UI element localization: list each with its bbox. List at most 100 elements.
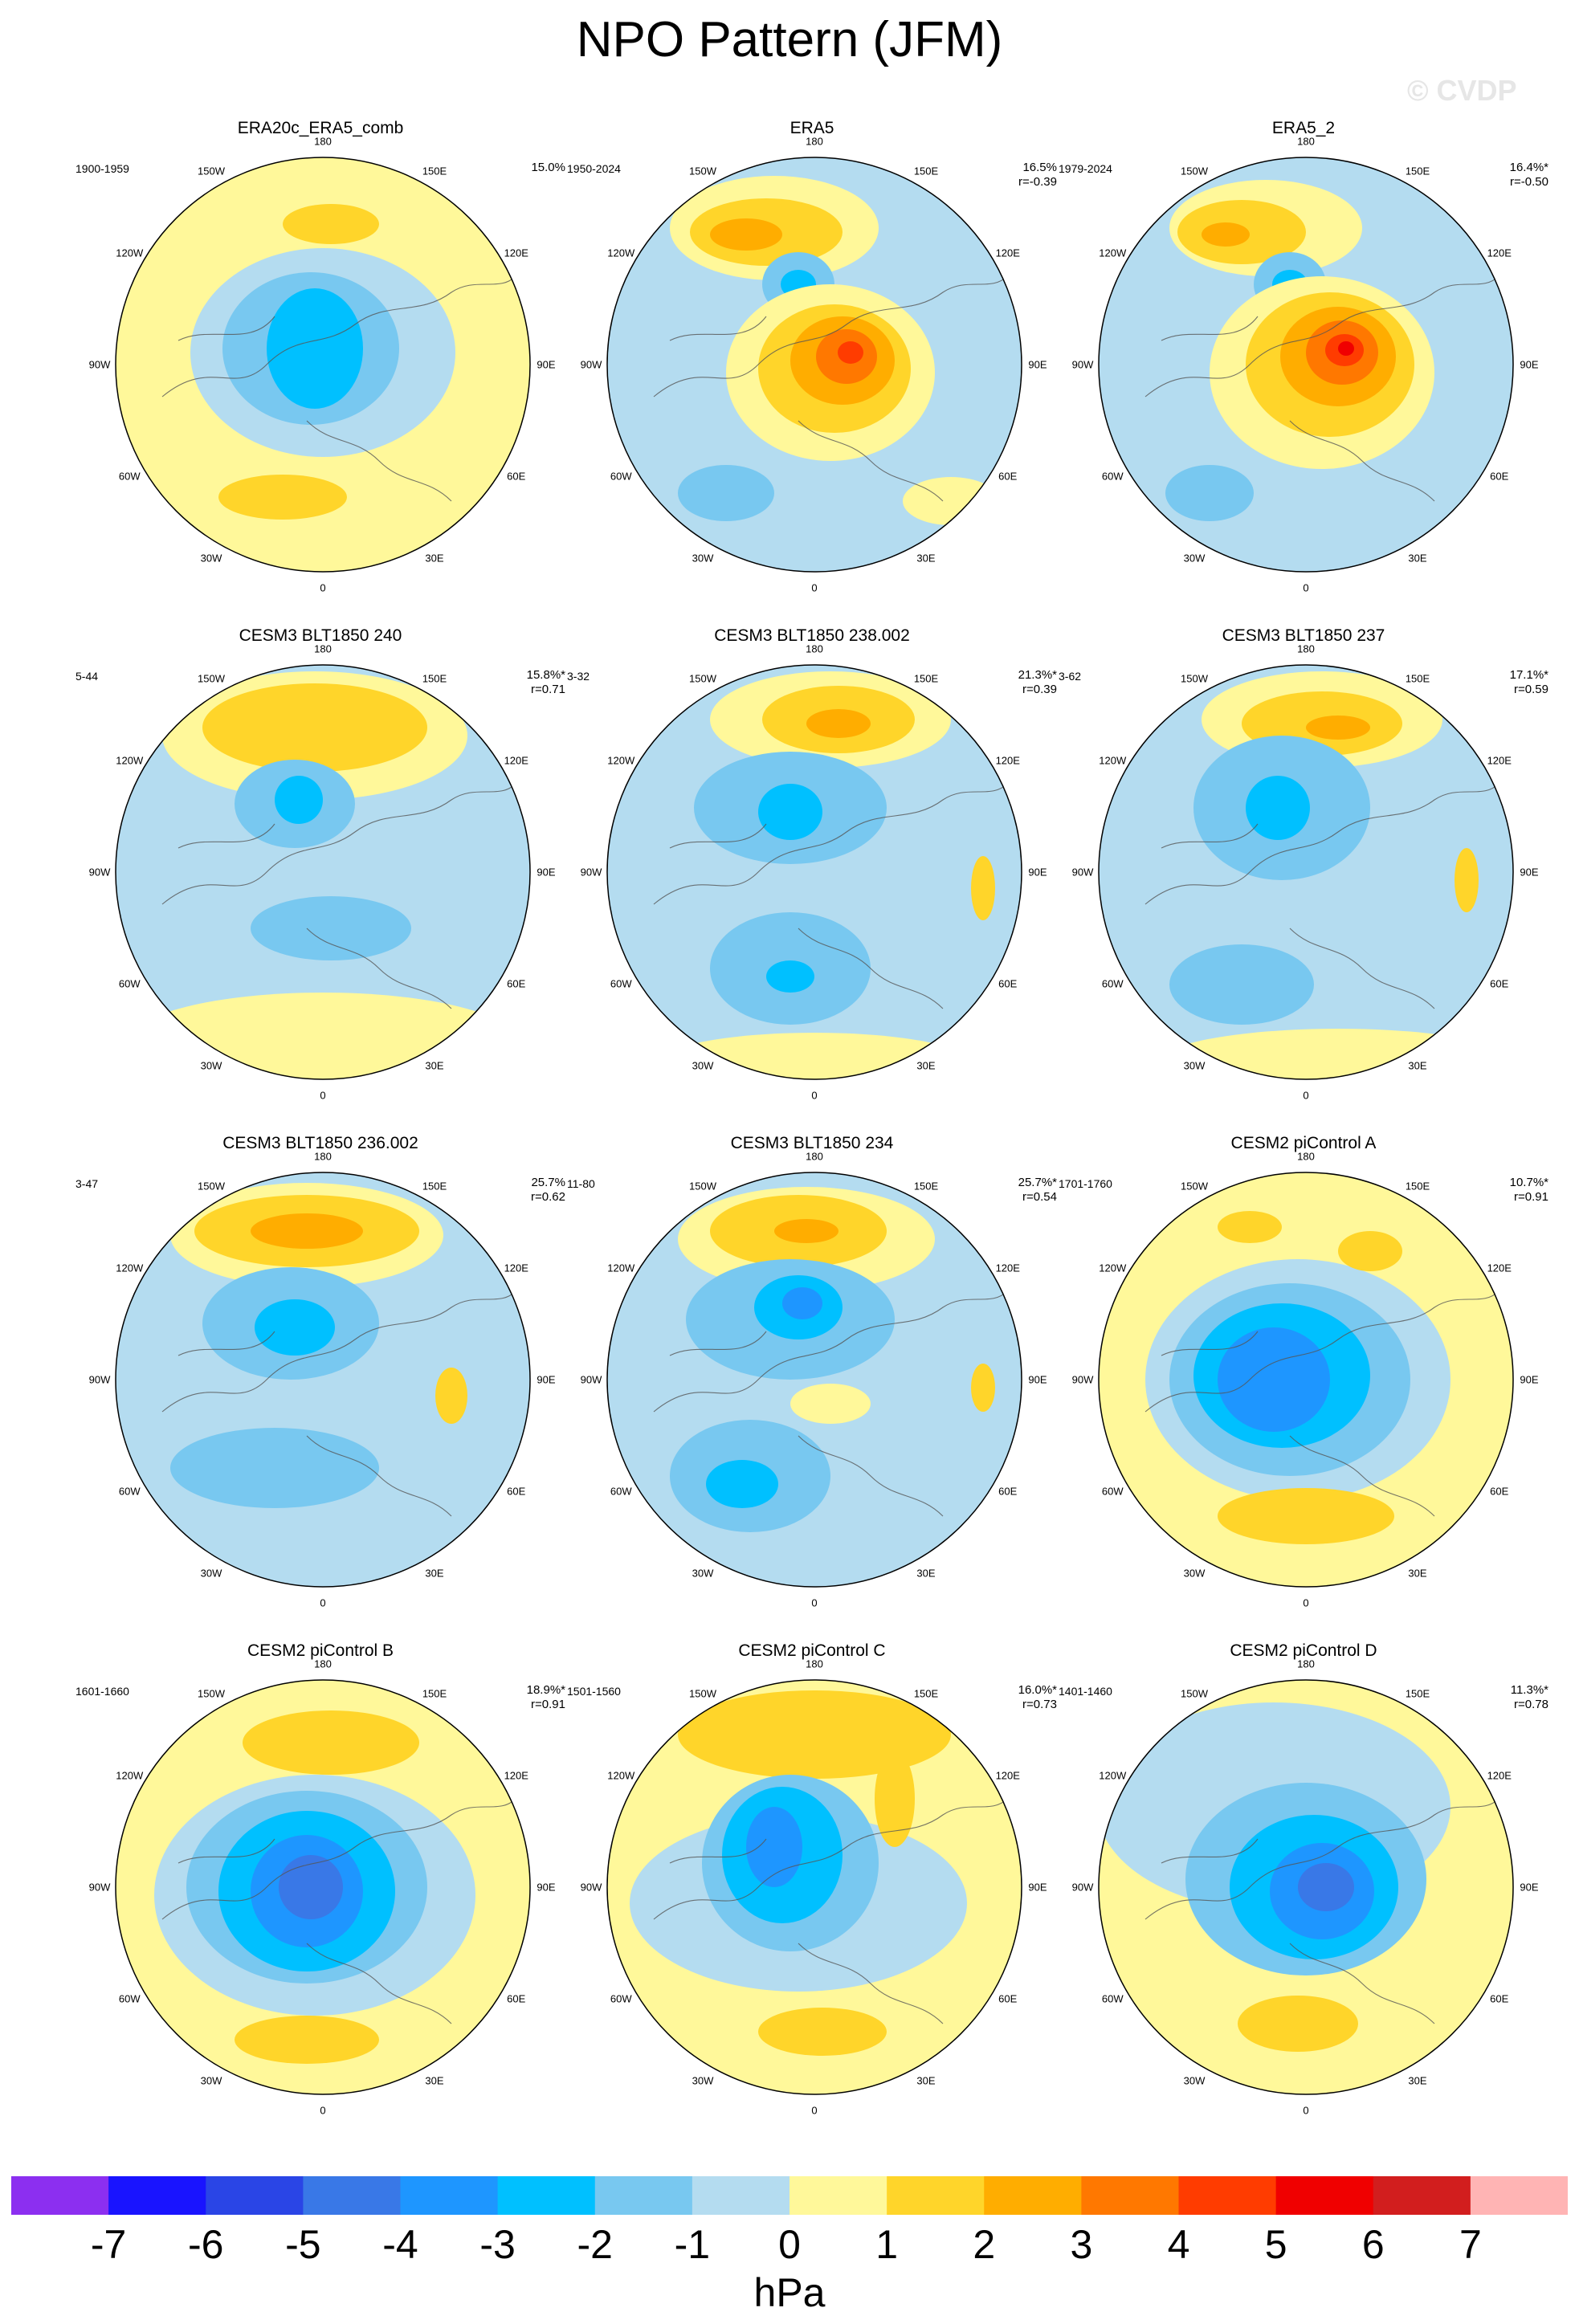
coastline (653, 783, 1008, 1009)
longitude-label: 0 (1303, 2104, 1309, 2117)
longitude-label: 0 (811, 2104, 818, 2117)
longitude-label: 150W (1181, 672, 1208, 685)
longitude-label: 30E (425, 1059, 444, 1072)
longitude-label: 150E (913, 1180, 939, 1193)
longitude-label: 150W (689, 1687, 716, 1700)
panel-title: CESM2 piControl D (1230, 1641, 1377, 1660)
longitude-label: 60W (118, 1992, 141, 2005)
longitude-label: 120W (1099, 1262, 1127, 1274)
coastline (161, 783, 516, 1009)
panel-period: 1950-2024 (567, 162, 621, 175)
watermark: © CVDP (1407, 74, 1517, 107)
panel-correlation: r=0.91 (531, 1698, 565, 1711)
longitude-label: 150E (422, 165, 447, 177)
longitude-label: 120W (607, 1262, 635, 1274)
longitude-label: 30W (200, 552, 222, 565)
colorbar-swatch (1081, 2176, 1179, 2215)
longitude-label: 60E (1490, 977, 1509, 990)
longitude-label: 90E (537, 1881, 556, 1894)
longitude-label: 90W (88, 866, 111, 879)
panel-correlation: r=0.73 (1022, 1698, 1057, 1711)
map-panel: CESM2 piControl D 1401-1460 11.3%* r=0.78 18… (1059, 1641, 1548, 2123)
polar-map (1097, 1678, 1515, 2096)
pressure-anomaly-contour (170, 1428, 379, 1508)
units-label: hPa (753, 2270, 826, 2315)
longitude-label: 0 (320, 2104, 326, 2117)
longitude-label: 150E (913, 672, 939, 685)
colorbar-swatch (984, 2176, 1082, 2215)
polar-map (1097, 1171, 1515, 1588)
polar-map (114, 1678, 532, 2096)
pressure-anomaly-contour (1202, 222, 1250, 247)
panel-correlation: r=0.59 (1514, 683, 1548, 696)
longitude-label: 60E (507, 977, 526, 990)
longitude-label: 60E (507, 1485, 526, 1498)
longitude-label: 180 (1297, 1657, 1315, 1670)
longitude-label: 30E (1408, 1059, 1427, 1072)
longitude-label: 30W (1183, 552, 1206, 565)
longitude-label: 60W (1101, 470, 1124, 483)
longitude-label: 90E (1028, 358, 1047, 371)
colorbar-tick-label: 2 (973, 2222, 996, 2267)
pressure-anomaly-contour (1338, 1231, 1402, 1271)
longitude-label: 60W (118, 977, 141, 990)
map-panel: CESM2 piControl C 1501-1560 16.0%* r=0.73 18… (567, 1641, 1057, 2123)
longitude-label: 150W (198, 1687, 225, 1700)
longitude-label: 0 (1303, 581, 1309, 594)
pressure-anomaly-contour (774, 1219, 838, 1243)
panel-correlation: r=0.71 (531, 683, 565, 696)
colorbar-tick-label: -4 (382, 2222, 418, 2267)
pressure-anomaly-contour (202, 683, 427, 772)
longitude-label: 120W (116, 754, 144, 767)
pressure-anomaly-contour (279, 1855, 343, 1919)
pressure-anomaly-contour (971, 856, 995, 920)
longitude-label: 0 (320, 1089, 326, 1102)
longitude-label: 120E (995, 1262, 1020, 1274)
longitude-label: 180 (314, 135, 332, 148)
polar-map (606, 1171, 1023, 1588)
longitude-label: 90E (537, 358, 556, 371)
longitude-label: 90E (1520, 358, 1539, 371)
coastline (653, 1290, 1008, 1517)
map-panel: CESM2 piControl A 1701-1760 10.7%* r=0.91 18… (1059, 1134, 1548, 1616)
longitude-label: 30E (916, 1567, 936, 1580)
longitude-label: 150W (1181, 165, 1208, 177)
pressure-anomaly-contour (766, 960, 814, 993)
map-panel: ERA20c_ERA5_comb 1900-1959 15.0% 180 150E 120… (75, 119, 565, 601)
longitude-label: 60E (1490, 1992, 1509, 2005)
pressure-anomaly-contour (706, 1460, 778, 1508)
pressure-anomaly-contour (251, 896, 411, 960)
panel-period: 11-80 (567, 1177, 595, 1190)
panel-variance-percent: 15.8%* (526, 668, 565, 682)
longitude-label: 120W (1099, 1769, 1127, 1782)
panel-variance-percent: 16.5% (1022, 161, 1057, 174)
map-border (606, 664, 1022, 1080)
longitude-label: 150W (689, 1180, 716, 1193)
coastline (1144, 1290, 1499, 1517)
longitude-label: 150W (1181, 1180, 1208, 1193)
longitude-label: 30E (1408, 2074, 1427, 2087)
longitude-label: 30W (1183, 2074, 1206, 2087)
colorbar-tick-label: -5 (285, 2222, 321, 2267)
panel-title: CESM2 piControl C (738, 1641, 886, 1660)
map-border (1098, 1679, 1514, 2095)
colorbar-tick-label: -3 (479, 2222, 516, 2267)
longitude-label: 60E (998, 1485, 1018, 1498)
longitude-label: 120E (995, 1769, 1020, 1782)
longitude-label: 30E (425, 552, 444, 565)
panel-variance-percent: 15.0% (531, 161, 565, 174)
panel-variance-percent: 16.0%* (1018, 1683, 1057, 1697)
panel-title: CESM2 piControl B (247, 1641, 394, 1660)
longitude-label: 90W (88, 1373, 111, 1386)
colorbar-tick-label: 3 (1070, 2222, 1093, 2267)
panel-period: 1979-2024 (1059, 162, 1112, 175)
pressure-anomaly-contour (1455, 848, 1479, 912)
pressure-anomaly-contour (1218, 1488, 1394, 1544)
longitude-label: 180 (806, 1150, 823, 1163)
pressure-anomaly-contour (806, 709, 871, 738)
colorbar-swatches (11, 2176, 1568, 2215)
colorbar-tick-label: -7 (90, 2222, 127, 2267)
colorbar-tick-label: 6 (1361, 2222, 1385, 2267)
colorbar-swatch (1275, 2176, 1374, 2215)
longitude-label: 90E (1520, 1881, 1539, 1894)
